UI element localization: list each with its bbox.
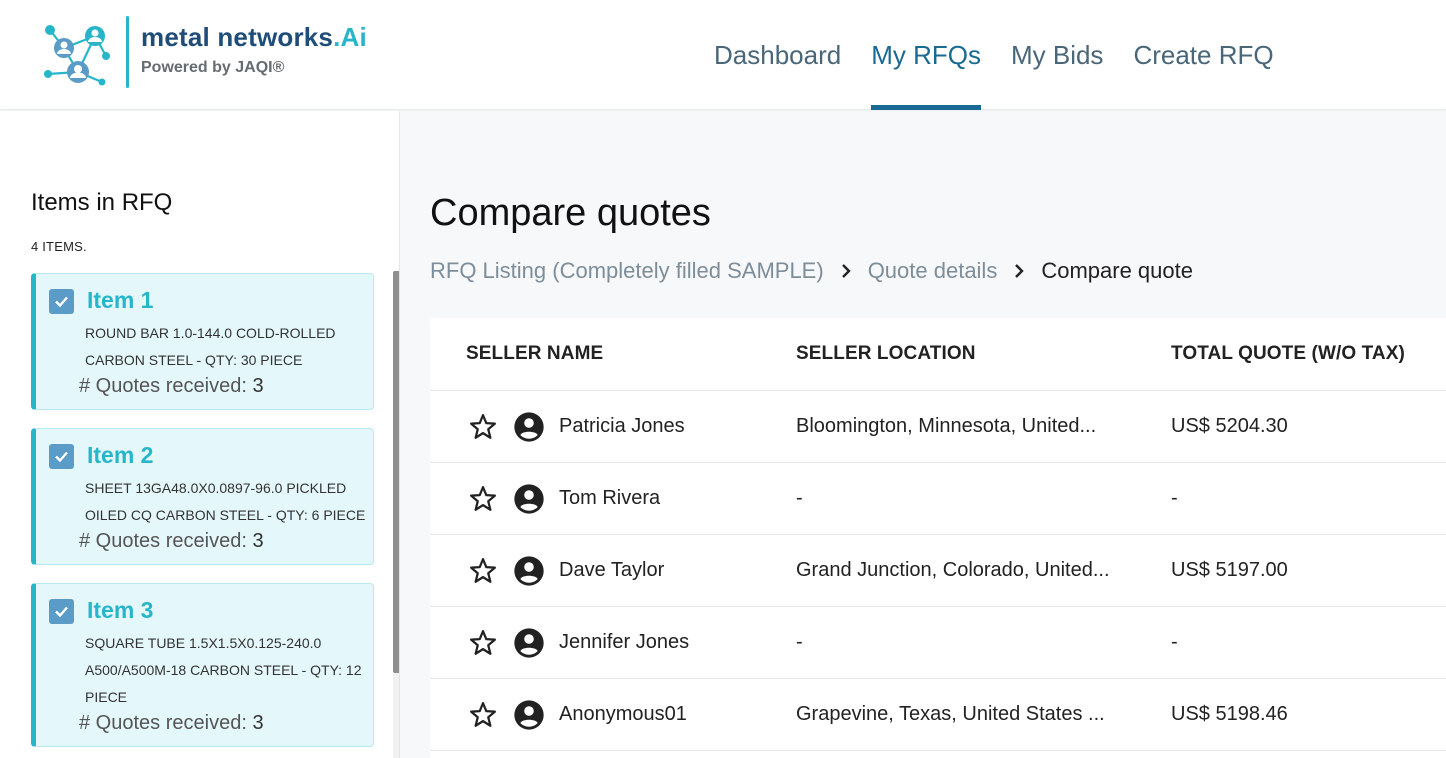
table-row[interactable]: Anonymous01 Grapevine, Texas, United Sta…	[430, 679, 1446, 751]
network-people-logo-icon[interactable]	[40, 16, 116, 90]
sidebar-title: Items in RFQ	[31, 189, 173, 216]
account-circle-icon	[514, 556, 544, 586]
seller-name: Dave Taylor	[559, 559, 665, 581]
column-total-quote[interactable]: TOTAL QUOTE (W/O TAX)	[1171, 343, 1405, 364]
page-title: Compare quotes	[430, 192, 711, 234]
main-nav: Dashboard My RFQs My Bids Create RFQ	[714, 0, 1304, 110]
brand-tagline: Powered by JAQI®	[141, 59, 285, 76]
item-description: SHEET 13GA48.0X0.0897-96.0 PICKLED OILED…	[85, 480, 366, 523]
rfq-item-card[interactable]: Item 3 SQUARE TUBE 1.5X1.5X0.125-240.0 A…	[31, 583, 374, 747]
account-circle-icon	[514, 700, 544, 730]
table-row[interactable]: Jennifer Jones - -	[430, 607, 1446, 679]
quotes-count: 3	[252, 375, 264, 397]
seller-location: Bloomington, Minnesota, United...	[796, 415, 1097, 437]
rfq-item-card[interactable]: Item 2 SHEET 13GA48.0X0.0897-96.0 PICKLE…	[31, 428, 374, 565]
account-circle-icon	[514, 412, 544, 442]
breadcrumb: RFQ Listing (Completely filled SAMPLE) Q…	[430, 258, 1193, 284]
breadcrumb-rfq-listing[interactable]: RFQ Listing (Completely filled SAMPLE)	[430, 258, 824, 283]
seller-location: Grand Junction, Colorado, United...	[796, 559, 1110, 581]
total-quote: US$ 5204.30	[1171, 415, 1288, 437]
top-header: metal networks.Ai Powered by JAQI® Dashb…	[0, 0, 1446, 110]
rfq-item-card[interactable]: Item 1 ROUND BAR 1.0-144.0 COLD-ROLLED C…	[31, 273, 374, 410]
seller-name: Jennifer Jones	[559, 631, 690, 653]
account-circle-icon	[514, 484, 544, 514]
quotes-label: # Quotes received:	[79, 530, 247, 552]
item-title: Item 2	[87, 442, 154, 468]
breadcrumb-compare-quote: Compare quote	[1041, 258, 1193, 283]
logo-divider	[126, 16, 129, 88]
item-title: Item 3	[87, 597, 154, 623]
table-header: SELLER NAME SELLER LOCATION TOTAL QUOTE …	[430, 318, 1446, 391]
seller-location: -	[796, 631, 803, 653]
seller-name: Anonymous01	[559, 703, 687, 725]
checkbox-checked-icon[interactable]	[49, 599, 74, 624]
table-row[interactable]: Tom Rivera - -	[430, 463, 1446, 535]
nav-create-rfq[interactable]: Create RFQ	[1133, 39, 1274, 70]
seller-location: Grapevine, Texas, United States ...	[796, 703, 1105, 725]
quotes-count: 3	[252, 530, 264, 552]
chevron-right-icon	[1013, 263, 1025, 279]
brand-name[interactable]: metal networks.Ai	[141, 22, 367, 53]
quotes-count: 3	[252, 712, 264, 734]
seller-name: Tom Rivera	[559, 487, 661, 509]
total-quote: -	[1171, 631, 1178, 653]
checkbox-checked-icon[interactable]	[49, 289, 74, 314]
column-seller-location[interactable]: SELLER LOCATION	[796, 343, 976, 364]
table-row[interactable]: Patricia Jones Bloomington, Minnesota, U…	[430, 391, 1446, 463]
star-outline-icon[interactable]	[468, 412, 498, 442]
breadcrumb-quote-details[interactable]: Quote details	[867, 258, 998, 283]
nav-my-bids[interactable]: My Bids	[1010, 39, 1104, 70]
chevron-right-icon	[840, 263, 852, 279]
quotes-label: # Quotes received:	[79, 375, 247, 397]
table-row[interactable]: Dave Taylor Grand Junction, Colorado, Un…	[430, 535, 1446, 607]
nav-my-rfqs[interactable]: My RFQs	[871, 0, 981, 110]
brand-name-suffix: .Ai	[333, 22, 367, 52]
quotes-table: SELLER NAME SELLER LOCATION TOTAL QUOTE …	[430, 318, 1446, 758]
seller-name: Patricia Jones	[559, 415, 685, 437]
star-outline-icon[interactable]	[468, 484, 498, 514]
total-quote: US$ 5198.46	[1171, 703, 1288, 725]
item-quotes-received: # Quotes received: 3	[79, 712, 264, 735]
checkbox-checked-icon[interactable]	[49, 444, 74, 469]
column-seller-name[interactable]: SELLER NAME	[466, 343, 604, 364]
items-sidebar: Items in RFQ 4 ITEMS. Item 1 ROUND BAR 1…	[0, 111, 400, 758]
item-quotes-received: # Quotes received: 3	[79, 530, 264, 553]
total-quote: US$ 5197.00	[1171, 559, 1288, 581]
star-outline-icon[interactable]	[468, 628, 498, 658]
item-title: Item 1	[87, 287, 154, 313]
seller-location: -	[796, 487, 803, 509]
star-outline-icon[interactable]	[468, 556, 498, 586]
item-quotes-received: # Quotes received: 3	[79, 375, 264, 398]
sidebar-item-count: 4 ITEMS.	[31, 239, 87, 254]
total-quote: -	[1171, 487, 1178, 509]
sidebar-scrollbar-thumb[interactable]	[393, 271, 399, 673]
item-description: SQUARE TUBE 1.5X1.5X0.125-240.0 A500/A50…	[85, 635, 362, 705]
account-circle-icon	[514, 628, 544, 658]
item-description: ROUND BAR 1.0-144.0 COLD-ROLLED CARBON S…	[85, 325, 336, 368]
star-outline-icon[interactable]	[468, 700, 498, 730]
nav-dashboard[interactable]: Dashboard	[714, 39, 842, 70]
quotes-label: # Quotes received:	[79, 712, 247, 734]
brand-name-text: metal networks	[141, 22, 334, 52]
